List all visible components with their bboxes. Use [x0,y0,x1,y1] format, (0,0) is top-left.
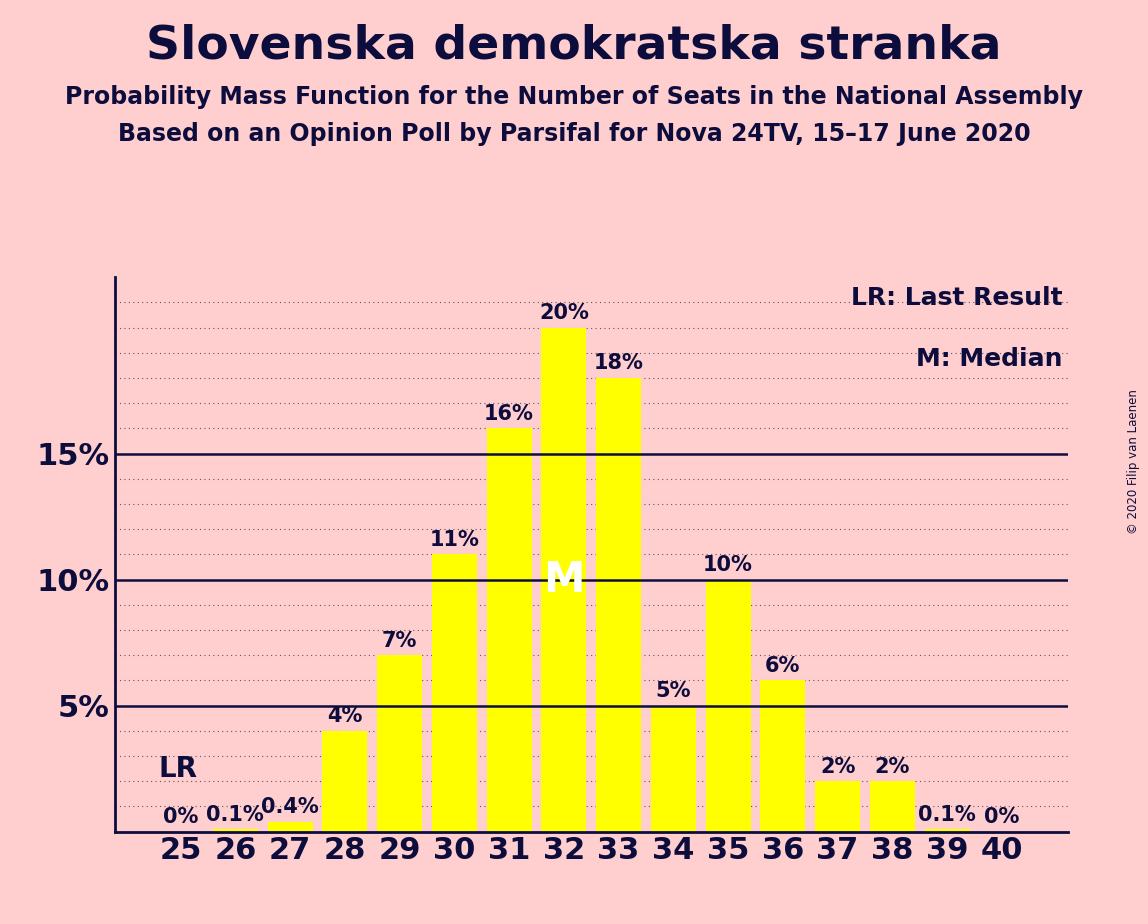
Text: 20%: 20% [538,303,589,323]
Bar [378,655,422,832]
Text: 0.1%: 0.1% [207,805,264,824]
Text: M: Median: M: Median [916,346,1063,371]
Bar [596,378,641,832]
Bar [924,829,970,832]
Text: 0.4%: 0.4% [262,797,319,817]
Text: 11%: 11% [429,529,479,550]
Bar [870,781,915,832]
Text: Slovenska demokratska stranka: Slovenska demokratska stranka [146,23,1002,68]
Bar [542,328,587,832]
Bar [487,429,532,832]
Text: 4%: 4% [327,706,363,726]
Bar [760,680,805,832]
Text: 0%: 0% [984,807,1019,827]
Text: 2%: 2% [875,757,910,777]
Bar [651,706,696,832]
Bar [706,579,751,832]
Text: 5%: 5% [656,681,691,701]
Bar [267,821,312,832]
Text: LR: LR [158,755,197,783]
Bar [815,781,860,832]
Text: 0%: 0% [163,807,199,827]
Text: 10%: 10% [704,555,753,575]
Text: © 2020 Filip van Laenen: © 2020 Filip van Laenen [1127,390,1140,534]
Bar [212,829,258,832]
Text: 6%: 6% [766,656,800,675]
Text: Based on an Opinion Poll by Parsifal for Nova 24TV, 15–17 June 2020: Based on an Opinion Poll by Parsifal for… [118,122,1030,146]
Text: M: M [543,559,584,601]
Bar [323,731,367,832]
Bar [432,554,476,832]
Text: Probability Mass Function for the Number of Seats in the National Assembly: Probability Mass Function for the Number… [65,85,1083,109]
Text: LR: Last Result: LR: Last Result [852,286,1063,310]
Text: 0.1%: 0.1% [918,805,976,824]
Text: 7%: 7% [382,631,417,650]
Text: 2%: 2% [820,757,855,777]
Text: 18%: 18% [594,354,644,373]
Text: 16%: 16% [484,404,534,424]
